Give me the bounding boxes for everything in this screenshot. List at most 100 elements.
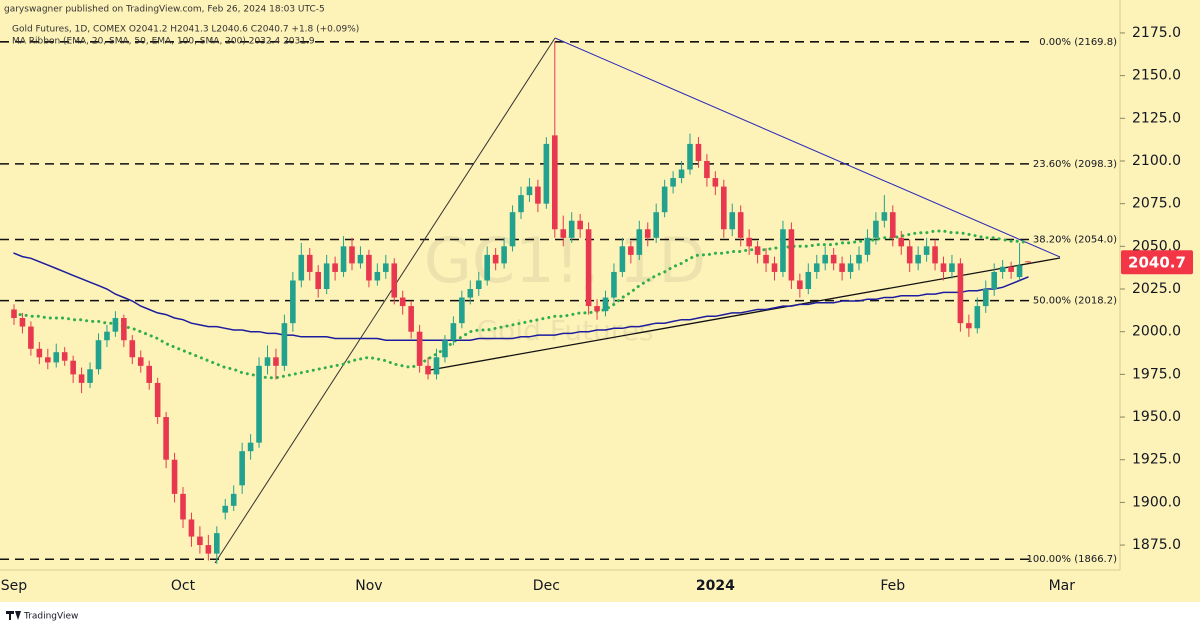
y-tick-label: 2000.0 <box>1132 324 1181 340</box>
candle-body <box>966 323 972 329</box>
candle-body <box>585 229 592 307</box>
candle-body <box>298 254 305 281</box>
candle-body <box>188 519 195 537</box>
candle-body <box>425 365 431 375</box>
candle-body <box>459 297 465 324</box>
candle-body <box>290 280 296 324</box>
candle-body <box>915 254 921 264</box>
candle-body <box>399 297 406 307</box>
candle-body <box>813 263 820 272</box>
candle-body <box>475 280 482 290</box>
indicator-header: MA Ribbon (EMA, 20, SMA, 50, EMA, 100, S… <box>12 37 315 47</box>
candle-body <box>830 254 837 264</box>
candle-body <box>450 323 457 341</box>
candle-body <box>797 280 803 290</box>
branding: TradingView <box>23 612 78 622</box>
x-tick-label: Sep <box>1 578 28 594</box>
candle-body <box>949 263 955 272</box>
candle-body <box>687 143 693 170</box>
publisher: garyswagner published on TradingView.com… <box>4 5 325 15</box>
candle-body <box>991 271 997 290</box>
candle-body <box>788 229 795 281</box>
y-tick-label: 2025.0 <box>1132 281 1181 297</box>
candle-body <box>1008 266 1014 272</box>
candle-body <box>577 220 583 230</box>
candle-body <box>433 357 440 375</box>
candle-body <box>306 254 313 272</box>
candle-body <box>594 306 600 312</box>
logo <box>6 611 21 620</box>
candle-body <box>19 318 26 327</box>
fib-label: 38.20% (2054.0) <box>1033 235 1117 246</box>
candle-body <box>822 254 828 264</box>
candle-body <box>484 254 490 281</box>
candle-body <box>53 352 60 363</box>
candle-body <box>146 365 152 383</box>
candle-body <box>36 348 43 358</box>
candle-body <box>78 374 85 383</box>
candle-body <box>374 271 381 281</box>
candle-body <box>121 318 127 341</box>
candle-body <box>256 365 262 443</box>
last-price-label: 2040.7 <box>1128 254 1186 272</box>
candle-body <box>467 289 474 298</box>
candle-body <box>712 178 719 187</box>
candle-body <box>509 212 516 247</box>
candle-body <box>847 263 854 272</box>
candle-body <box>391 263 398 298</box>
moving-averages <box>12 229 1030 380</box>
candle-body <box>129 340 136 358</box>
fib-label: 0.00% (2169.8) <box>1039 37 1117 48</box>
candle-body <box>247 442 254 452</box>
candle-body <box>11 309 17 319</box>
candle-body <box>864 237 871 255</box>
x-tick-label: Nov <box>355 578 382 594</box>
candle-body <box>230 493 237 506</box>
y-tick-label: 2100.0 <box>1132 153 1181 169</box>
candle-body <box>349 246 355 264</box>
candle-body <box>171 459 178 494</box>
fib-label: 100.00% (1866.7) <box>1027 554 1118 565</box>
candle-body <box>628 246 634 255</box>
candle-body <box>982 289 989 307</box>
candle-body <box>780 229 786 272</box>
y-tick-label: 1975.0 <box>1132 366 1181 382</box>
candle-body <box>112 318 119 332</box>
candle-body <box>704 160 710 179</box>
candle-body <box>273 357 279 366</box>
candle-body <box>881 212 888 221</box>
y-tick-label: 1875.0 <box>1132 537 1181 553</box>
candle-body <box>535 186 541 204</box>
x-tick-label: Feb <box>880 578 905 594</box>
candle-body <box>526 186 533 196</box>
candle-body <box>611 271 617 298</box>
candle-body <box>721 186 727 230</box>
candle-body <box>492 254 499 264</box>
axes: 1875.0 1900.0 1925.0 1950.0 1975.0 2000.0 2025… <box>1 25 1193 594</box>
candle-body <box>552 135 558 230</box>
candle-body <box>661 186 668 213</box>
trend-line <box>554 37 1061 258</box>
candle-body <box>678 169 685 179</box>
moving-average <box>12 229 1030 380</box>
candle-body <box>932 246 938 264</box>
candle-body <box>315 271 321 290</box>
candle-body <box>619 246 626 272</box>
candle-body <box>518 195 524 213</box>
candle-body <box>923 246 930 255</box>
candle-body <box>754 246 761 255</box>
candle-body <box>357 254 364 264</box>
y-tick-label: 1925.0 <box>1132 452 1181 468</box>
candle-body <box>205 545 212 554</box>
candle-body <box>501 246 507 264</box>
candle-body <box>163 417 169 460</box>
candle-body <box>695 143 702 161</box>
last-price-tag <box>1121 250 1193 275</box>
candle-body <box>197 536 203 546</box>
candle-body <box>839 263 845 272</box>
candle-body <box>771 263 778 272</box>
candle-body <box>890 212 896 238</box>
x-tick-label: 2024 <box>696 578 735 594</box>
candle-body <box>239 451 245 486</box>
